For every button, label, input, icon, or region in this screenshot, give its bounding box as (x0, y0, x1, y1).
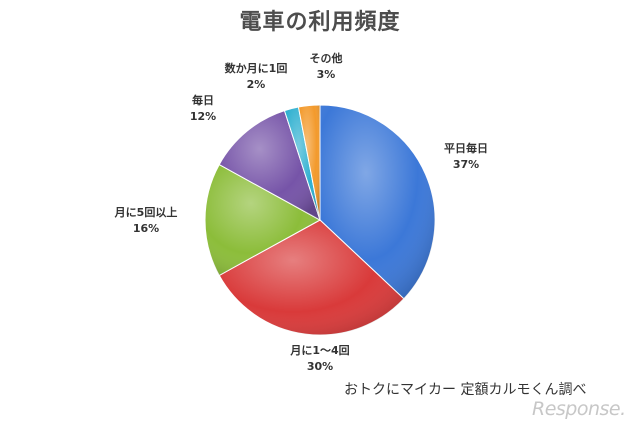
slice-平日毎日-label: 平日毎日 (444, 141, 488, 155)
slice-平日毎日-value-label: 37% (453, 158, 479, 171)
slice-数か月に1回-label: 数か月に1回 (225, 61, 288, 75)
watermark-logo: Response. (532, 398, 626, 420)
slice-毎日-shading (219, 110, 320, 220)
slice-月に1～4回-value-label: 30% (307, 360, 333, 373)
slice-平日毎日-shading (320, 105, 435, 299)
slice-月に5回以上-shading (204, 164, 320, 276)
slice-毎日-label: 毎日 (192, 93, 214, 107)
chart-title: 電車の利用頻度 (239, 10, 401, 35)
slice-毎日-value-label: 12% (190, 110, 216, 123)
source-credit: おトクにマイカー 定額カルモくん調べ (344, 382, 587, 398)
slice-月に1～4回-shading (219, 220, 404, 335)
slice-数か月に1回-value-label: 2% (247, 78, 266, 91)
slice-その他-shading (298, 105, 320, 220)
slice-数か月に1回-shading (284, 107, 320, 220)
slice-その他-label: その他 (310, 51, 343, 65)
slice-月に1～4回-label: 月に1～4回 (289, 343, 349, 357)
slice-月に5回以上-label: 月に5回以上 (114, 205, 178, 219)
slice-月に5回以上-value-label: 16% (133, 222, 159, 235)
slice-その他-value-label: 3% (317, 68, 336, 81)
